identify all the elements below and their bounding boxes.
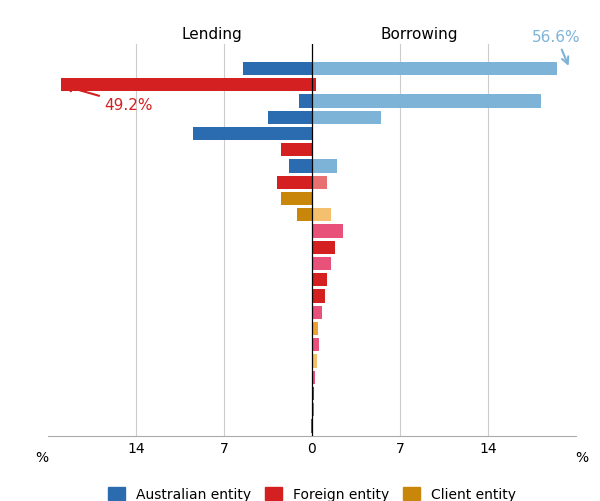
Text: %: % [35, 450, 48, 464]
Bar [311, 419, 312, 433]
Bar [312, 225, 343, 238]
Text: Lending: Lending [181, 27, 242, 42]
Text: 56.6%: 56.6% [532, 30, 581, 65]
Bar [312, 371, 315, 384]
Bar [281, 192, 312, 206]
Legend: Australian entity, Foreign entity, Client entity: Australian entity, Foreign entity, Clien… [103, 482, 521, 501]
Bar [312, 290, 325, 303]
Bar [312, 95, 541, 109]
Bar [312, 403, 314, 416]
Bar [277, 176, 312, 189]
Bar [193, 128, 312, 141]
Text: Borrowing: Borrowing [380, 27, 458, 42]
Bar [61, 79, 312, 92]
Bar [312, 176, 327, 189]
Bar [312, 306, 322, 319]
Bar [281, 144, 312, 157]
Bar [312, 387, 314, 400]
Bar [312, 338, 319, 352]
Bar [312, 258, 331, 271]
Bar [312, 322, 318, 336]
Bar [312, 160, 337, 173]
Bar [312, 209, 331, 222]
Bar [243, 63, 312, 76]
Bar [312, 63, 557, 76]
Bar [297, 209, 312, 222]
Bar [268, 111, 312, 125]
Bar [312, 274, 327, 287]
Bar [312, 241, 335, 255]
Text: 49.2%: 49.2% [65, 86, 153, 113]
Bar [312, 111, 381, 125]
Bar [312, 79, 316, 92]
Bar [289, 160, 312, 173]
Text: %: % [576, 450, 589, 464]
Bar [299, 95, 312, 109]
Bar [312, 355, 317, 368]
